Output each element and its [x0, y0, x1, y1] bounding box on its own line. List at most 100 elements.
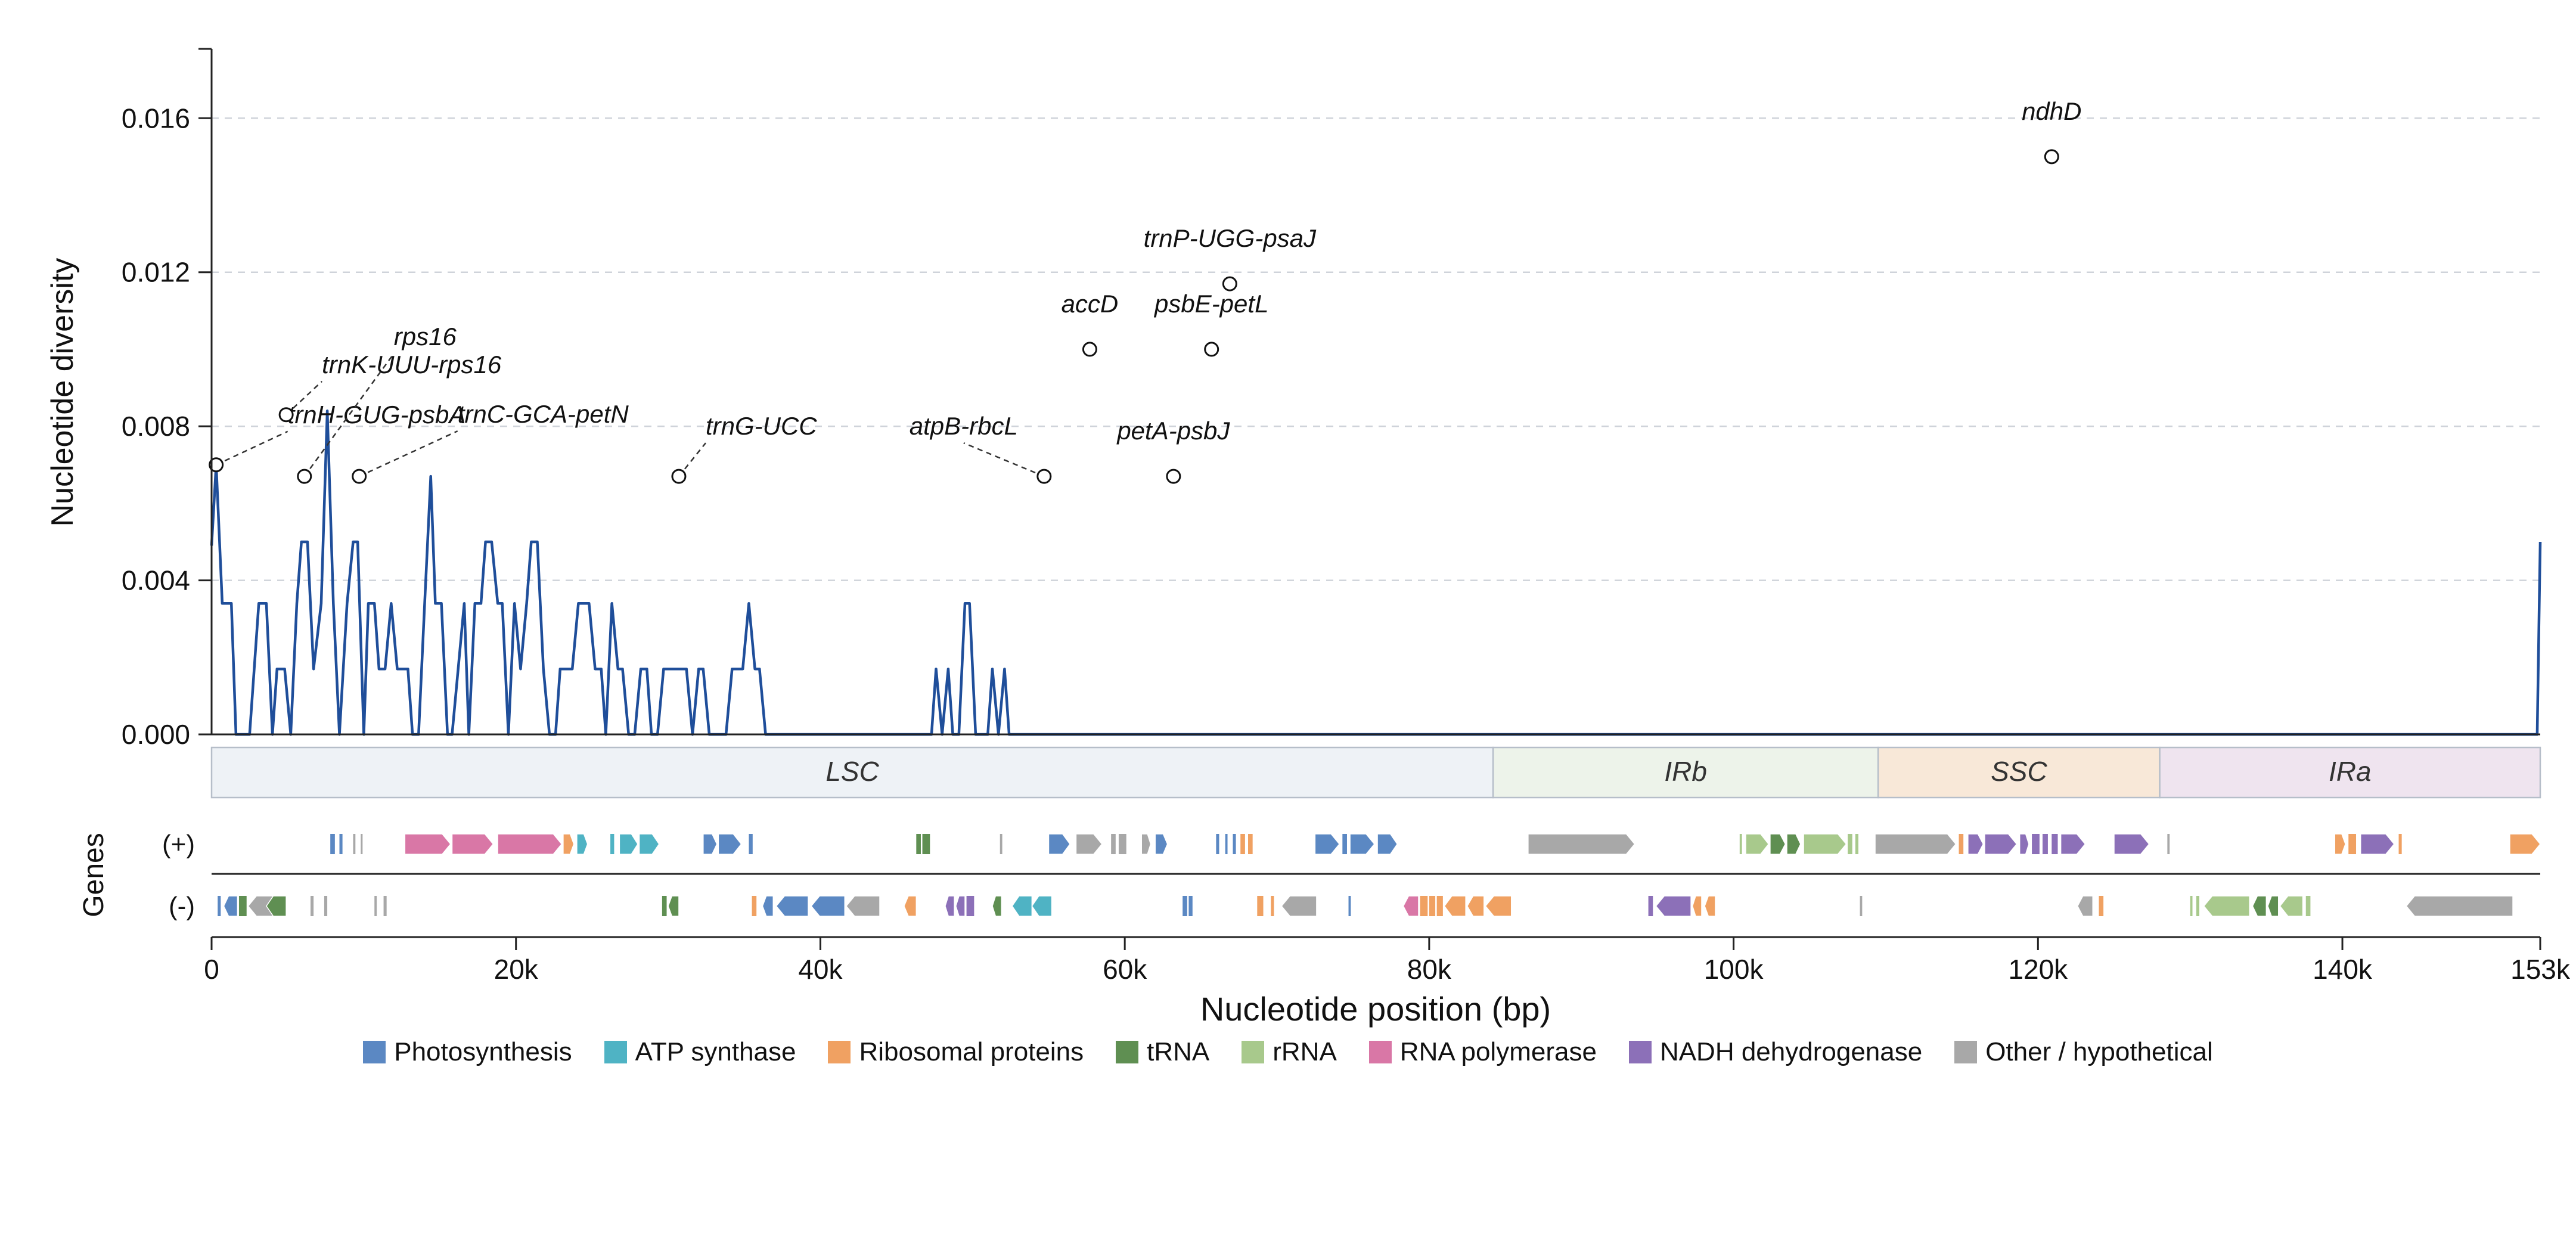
- gene-block: [353, 834, 356, 854]
- gene-arrow: [1444, 895, 1466, 917]
- gene-arrow: [1485, 895, 1512, 917]
- gene-arrow: [1048, 833, 1071, 855]
- gene-block: [1855, 834, 1858, 854]
- gene-arrow: [955, 895, 966, 917]
- x-axis-ticks: 0 20k 40k 60k 80k 100k 120k 140k 153k: [204, 937, 2571, 985]
- gene-block: [1436, 896, 1443, 916]
- annotation-label: rps16: [394, 322, 457, 351]
- legend-label: Other / hypothetical: [1985, 1037, 2213, 1066]
- gene-block: [310, 896, 314, 916]
- gene-block: [1233, 834, 1236, 854]
- gene-arrow: [992, 895, 1003, 917]
- region-label: IRb: [1664, 756, 1707, 787]
- gene-block: [1257, 896, 1264, 916]
- annotation-leader: [963, 442, 1045, 477]
- gene-arrow: [619, 833, 638, 855]
- gene-arrow: [1349, 833, 1375, 855]
- legend-label: tRNA: [1147, 1037, 1210, 1066]
- gene-block: [1959, 834, 1964, 854]
- annotation-label: ndhD: [2022, 97, 2081, 125]
- annotation-label: psbE-petL: [1153, 290, 1268, 318]
- peak-marker: [1082, 342, 1097, 357]
- gene-block: [1848, 834, 1852, 854]
- annotation-leader: [285, 380, 322, 415]
- gene-block: [1225, 834, 1228, 854]
- gene-arrow: [1692, 895, 1702, 917]
- region-block: [210, 746, 1494, 799]
- legend-label: Photosynthesis: [394, 1037, 572, 1066]
- gene-block: [383, 896, 387, 916]
- x-tick-label: 153k: [2510, 954, 2571, 985]
- gene-arrow: [668, 895, 679, 917]
- annotation-label: trnH-GUG-psbA: [288, 401, 466, 429]
- gene-block: [922, 834, 930, 854]
- gene-arrow: [718, 833, 742, 855]
- gene-arrow: [576, 833, 588, 855]
- gene-block: [1648, 896, 1653, 916]
- annotation-leader: [303, 353, 395, 477]
- gene-track: [218, 833, 2541, 917]
- region-block: [2159, 746, 2541, 799]
- gene-arrow: [904, 895, 917, 917]
- gene-block: [330, 834, 335, 854]
- gene-arrow: [2077, 895, 2093, 917]
- gene-block: [339, 834, 343, 854]
- legend-item: NADH dehydrogenase: [1628, 1037, 1922, 1067]
- peak-marker: [209, 457, 224, 473]
- gene-block: [374, 896, 377, 916]
- gene-arrow: [1984, 833, 2018, 855]
- gene-arrow: [1655, 895, 1692, 917]
- gene-arrow: [638, 833, 660, 855]
- region-label: SSC: [1991, 756, 2047, 787]
- gene-block: [1420, 896, 1428, 916]
- legend-label: ATP synthase: [635, 1037, 796, 1066]
- legend-swatch: [1368, 1041, 1392, 1063]
- legend-item: Photosynthesis: [363, 1037, 572, 1067]
- peak-marker: [352, 469, 367, 484]
- gene-arrow: [2360, 833, 2395, 855]
- gene-block: [916, 834, 921, 854]
- x-tick-label: 120k: [2008, 954, 2068, 985]
- gene-block: [1240, 834, 1245, 854]
- gene-arrow: [762, 895, 774, 917]
- gene-arrow: [2334, 833, 2346, 855]
- gene-arrow: [1874, 833, 1957, 855]
- gene-arrow: [1466, 895, 1485, 917]
- legend-item: RNA polymerase: [1368, 1037, 1597, 1067]
- x-tick-label: 80k: [1407, 954, 1452, 985]
- gene-arrow: [945, 895, 955, 917]
- legend-swatch: [1628, 1041, 1652, 1063]
- annotation-leader: [359, 430, 458, 477]
- gene-arrow: [1011, 895, 1033, 917]
- gene-block: [2196, 896, 2199, 916]
- y-gridlines: [212, 117, 2540, 581]
- gene-arrow: [2019, 833, 2029, 855]
- gene-arrow: [2406, 895, 2513, 917]
- plus-strand-label: (+): [162, 830, 195, 859]
- legend-swatch: [1242, 1041, 1265, 1063]
- gene-arrow: [1314, 833, 1340, 855]
- gene-arrow: [2279, 895, 2304, 917]
- gene-block: [1000, 834, 1003, 854]
- y-tick-label: 0.016: [122, 103, 190, 134]
- annotation-leader: [216, 430, 288, 466]
- annotation-label: trnC-GCA-petN: [458, 400, 629, 428]
- gene-block: [1271, 896, 1274, 916]
- gene-block: [752, 896, 757, 916]
- gene-block: [610, 834, 614, 854]
- gene-arrow: [1528, 833, 1635, 855]
- region-label: LSC: [825, 756, 879, 787]
- minus-strand-label: (-): [169, 892, 195, 921]
- legend-label: RNA polymerase: [1399, 1037, 1597, 1066]
- gene-block: [1188, 896, 1193, 916]
- gene-arrow: [1075, 833, 1103, 855]
- gene-arrow: [1704, 895, 1716, 917]
- x-tick-label: 60k: [1103, 954, 1147, 985]
- region-block: [1492, 746, 1879, 799]
- x-axis-label: Nucleotide position (bp): [1200, 990, 1551, 1028]
- gene-block: [1111, 834, 1116, 854]
- legend-label: Ribosomal proteins: [859, 1037, 1084, 1066]
- gene-arrow: [2267, 895, 2279, 917]
